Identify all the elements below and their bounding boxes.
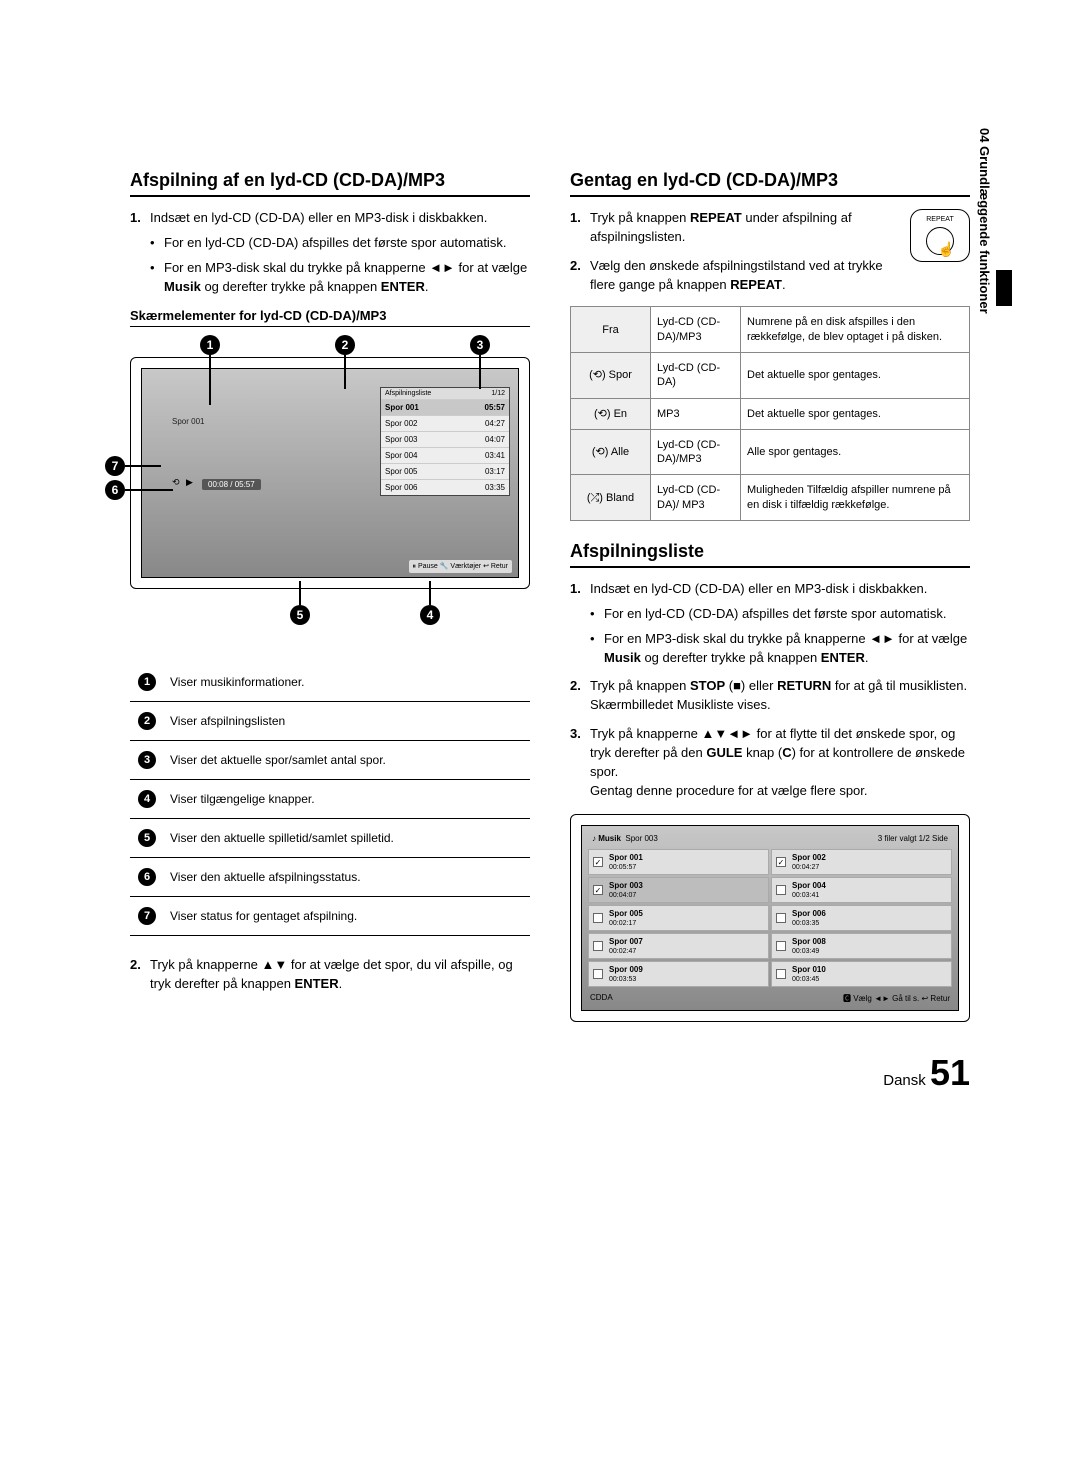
legend-row: 6Viser den aktuelle afspilningsstatus. xyxy=(130,858,530,897)
callout-2: 2 xyxy=(335,335,355,355)
now-playing-label: Spor 001 xyxy=(172,417,204,426)
track-cell: ✓Spor 00100:05:57 xyxy=(588,849,769,875)
legend-row: 7Viser status for gentaget afspilning. xyxy=(130,897,530,936)
playlist-row: Spor 00105:57 xyxy=(381,399,509,415)
manual-page: 04 Grundlæggende funktioner Afspilning a… xyxy=(0,0,1080,1134)
repeat-modes-table: FraLyd-CD (CD-DA)/MP3Numrene på en disk … xyxy=(570,306,970,521)
heading-playback: Afspilning af en lyd-CD (CD-DA)/MP3 xyxy=(130,170,530,197)
callout-4: 4 xyxy=(420,605,440,625)
playlist-row: Spor 00403:41 xyxy=(381,447,509,463)
track-cell: Spor 00600:03:35 xyxy=(771,905,952,931)
bullet: For en lyd-CD (CD-DA) afspilles det førs… xyxy=(590,605,970,624)
step-2: Tryk på knapperne ▲▼ for at vælge det sp… xyxy=(130,956,530,994)
callout-7: 7 xyxy=(105,456,125,476)
mode-row: (⤮) BlandLyd-CD (CD-DA)/ MP3Muligheden T… xyxy=(571,475,970,521)
bullet: For en lyd-CD (CD-DA) afspilles det førs… xyxy=(150,234,530,253)
step-1: Indsæt en lyd-CD (CD-DA) eller en MP3-di… xyxy=(130,209,530,296)
button-bar: ⏸ Pause 🔧 Værktøjer ↩ Retur xyxy=(409,560,513,573)
right-column: Gentag en lyd-CD (CD-DA)/MP3 REPEAT Tryk… xyxy=(570,170,970,1094)
heading-repeat: Gentag en lyd-CD (CD-DA)/MP3 xyxy=(570,170,970,197)
legend-row: 3Viser det aktuelle spor/samlet antal sp… xyxy=(130,741,530,780)
mode-row: FraLyd-CD (CD-DA)/MP3Numrene på en disk … xyxy=(571,307,970,353)
legend-row: 1Viser musikinformationer. xyxy=(130,663,530,702)
legend-table: 1Viser musikinformationer.2Viser afspiln… xyxy=(130,663,530,936)
mode-row: (⟲) EnMP3Det aktuelle spor gentages. xyxy=(571,398,970,429)
playlist-row: Spor 00204:27 xyxy=(381,415,509,431)
track-cell: Spor 00800:03:49 xyxy=(771,933,952,959)
callout-3: 3 xyxy=(470,335,490,355)
playlist-row: Spor 00304:07 xyxy=(381,431,509,447)
repeat-icon: ⟲ xyxy=(172,477,180,488)
time-counter: 00:08 / 05:57 xyxy=(202,479,261,490)
playlist-panel: Afspilningsliste 1/12 Spor 00105:57Spor … xyxy=(380,387,510,496)
heading-playlist: Afspilningsliste xyxy=(570,541,970,568)
callout-6: 6 xyxy=(105,480,125,500)
step-2: Vælg den ønskede afspilningstilstand ved… xyxy=(570,257,970,295)
step-1: Indsæt en lyd-CD (CD-DA) eller en MP3-di… xyxy=(570,580,970,667)
player-screen-mockup: 7 6 Spor 001 ⟲ ▶ 00:08 / 05:57 Afspilnin… xyxy=(130,357,530,589)
left-column: Afspilning af en lyd-CD (CD-DA)/MP3 Inds… xyxy=(130,170,530,1094)
track-cell: Spor 00900:03:53 xyxy=(588,961,769,987)
callout-5: 5 xyxy=(290,605,310,625)
page-footer: Dansk 51 xyxy=(570,1052,970,1094)
subheading-screen-elements: Skærmelementer for lyd-CD (CD-DA)/MP3 xyxy=(130,308,530,327)
track-cell: Spor 01000:03:45 xyxy=(771,961,952,987)
mode-row: (⟲) SporLyd-CD (CD-DA)Det aktuelle spor … xyxy=(571,352,970,398)
legend-row: 2Viser afspilningslisten xyxy=(130,702,530,741)
step-2: Tryk på knappen STOP (■) eller RETURN fo… xyxy=(570,677,970,715)
track-cell: Spor 00400:03:41 xyxy=(771,877,952,903)
step-1: Tryk på knappen REPEAT under afspilning … xyxy=(570,209,970,247)
track-cell: Spor 00500:02:17 xyxy=(588,905,769,931)
track-cell: ✓Spor 00200:04:27 xyxy=(771,849,952,875)
thumb-index-bar xyxy=(996,270,1012,306)
section-tab: 04 Grundlæggende funktioner xyxy=(977,128,992,314)
playlist-row: Spor 00603:35 xyxy=(381,479,509,495)
play-icon: ▶ xyxy=(186,477,193,488)
mode-row: (⟲) AlleLyd-CD (CD-DA)/MP3Alle spor gent… xyxy=(571,429,970,475)
track-cell: ✓Spor 00300:04:07 xyxy=(588,877,769,903)
playlist-row: Spor 00503:17 xyxy=(381,463,509,479)
legend-row: 4Viser tilgængelige knapper. xyxy=(130,780,530,819)
callout-1: 1 xyxy=(200,335,220,355)
music-list-mockup: ♪ Musik Spor 003 3 filer valgt 1/2 Side … xyxy=(570,814,970,1022)
legend-row: 5Viser den aktuelle spilletid/samlet spi… xyxy=(130,819,530,858)
bullet: For en MP3-disk skal du trykke på knappe… xyxy=(590,630,970,668)
bullet: For en MP3-disk skal du trykke på knappe… xyxy=(150,259,530,297)
step-3: Tryk på knapperne ▲▼◄► for at flytte til… xyxy=(570,725,970,800)
track-cell: Spor 00700:02:47 xyxy=(588,933,769,959)
